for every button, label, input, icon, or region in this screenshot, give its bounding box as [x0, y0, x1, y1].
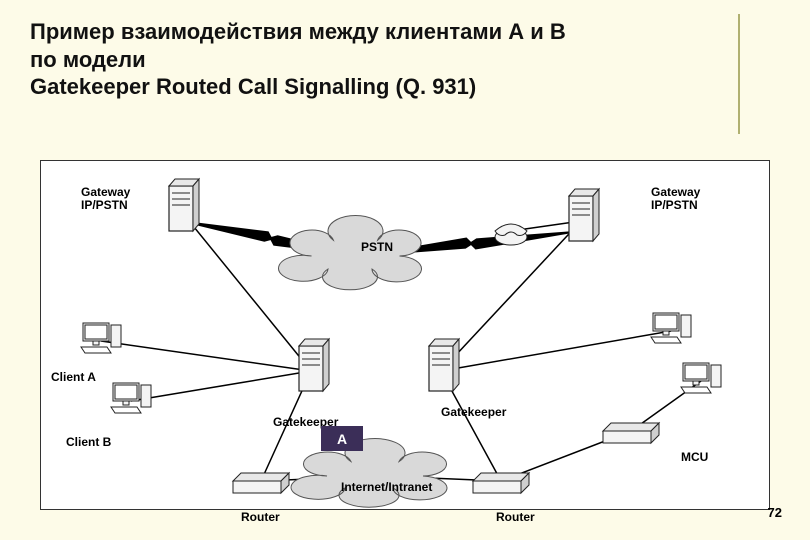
network-diagram: Gateway IP/PSTN Gateway IP/PSTN PSTN Cli… [40, 160, 770, 510]
label-router-r: Router [496, 511, 535, 524]
a-box-label: A [337, 431, 347, 447]
title-line-1: Пример взаимодействия между клиентами А … [30, 19, 566, 44]
label-gk-right: Gatekeeper [441, 406, 506, 419]
label-pstn: PSTN [361, 241, 393, 254]
diagram-svg [41, 161, 769, 509]
label-router-l: Router [241, 511, 280, 524]
label-mcu: MCU [681, 451, 708, 464]
label-internet: Internet/Intranet [341, 481, 432, 494]
a-box: A [321, 426, 363, 451]
accent-stroke [738, 14, 740, 134]
label-gw-left: Gateway IP/PSTN [81, 186, 130, 212]
label-client-a: Client A [51, 371, 96, 384]
label-client-b: Client B [66, 436, 111, 449]
page-number: 72 [768, 505, 782, 520]
title-line-3: Gatekeeper Routed Call Signalling (Q. 93… [30, 74, 476, 99]
label-gw-right: Gateway IP/PSTN [651, 186, 700, 212]
slide-title: Пример взаимодействия между клиентами А … [30, 18, 780, 101]
title-line-2: по модели [30, 47, 146, 72]
